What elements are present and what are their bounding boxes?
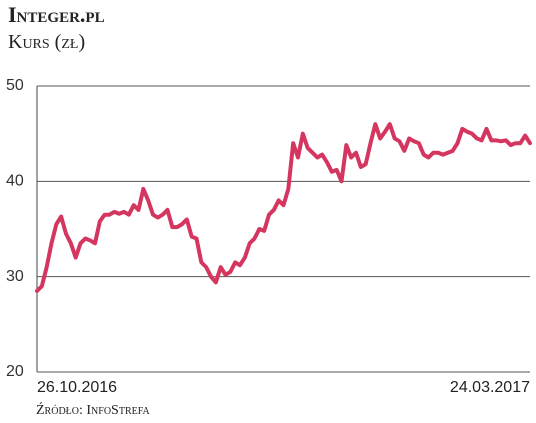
chart-title: Integer.pl (8, 2, 105, 27)
source: Źródło: InfoStrefa (36, 401, 151, 418)
x-tick-label: 26.10.2016 (37, 379, 117, 396)
y-tick-label: 40 (6, 173, 24, 190)
chart-subtitle: Kurs (zł) (8, 31, 85, 53)
y-tick-label: 20 (6, 363, 24, 380)
x-tick-label: 24.03.2017 (450, 379, 530, 396)
y-tick-label: 50 (6, 77, 24, 94)
price-line (35, 122, 532, 293)
y-tick-label: 30 (6, 268, 24, 285)
